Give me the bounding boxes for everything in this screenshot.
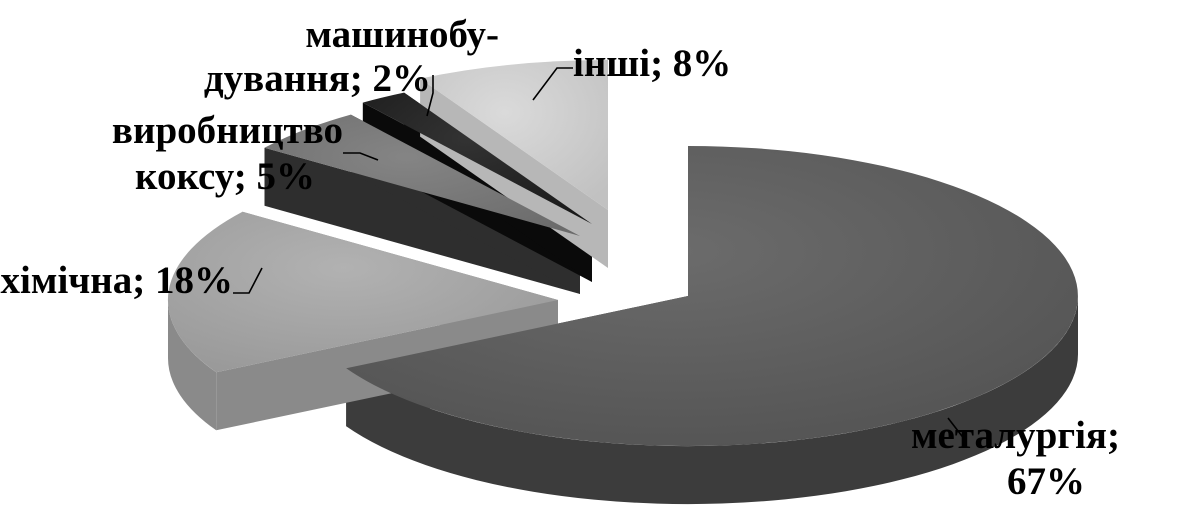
slice-wall-1-0 (167, 300, 217, 431)
slice-wall-0-0 (346, 296, 1079, 505)
leader-line-1 (233, 267, 263, 294)
leader-line-4 (532, 67, 573, 101)
slice-tops (167, 60, 1078, 447)
leader-line-0 (947, 417, 966, 441)
data-label-4-0: інші; 8% (573, 42, 731, 85)
data-label-0-0: металургія; (911, 414, 1120, 457)
data-label-1-0: хімічна; 18% (1, 259, 233, 302)
data-label-3-1: дування; 2% (204, 57, 431, 100)
slice-highlight-4 (420, 60, 608, 210)
slice-highlight-2 (264, 114, 580, 236)
leader-line-3 (426, 75, 434, 117)
data-labels: металургія;67% хімічна; 18% виробництвокок… (1, 13, 1120, 503)
data-label-3-0: машинобу- (305, 13, 499, 56)
slice-cut-face-2-0 (264, 147, 580, 294)
data-label-2-1: коксу; 5% (135, 155, 315, 198)
slice-highlight-0 (346, 146, 1078, 447)
data-label-0-1: 67% (1007, 460, 1085, 503)
leader-line-2 (343, 152, 379, 161)
slice-highlight-1 (167, 211, 558, 373)
leader-lines (233, 67, 966, 441)
data-label-2-0: виробництво (112, 109, 343, 152)
slice-highlight-3 (362, 92, 592, 224)
